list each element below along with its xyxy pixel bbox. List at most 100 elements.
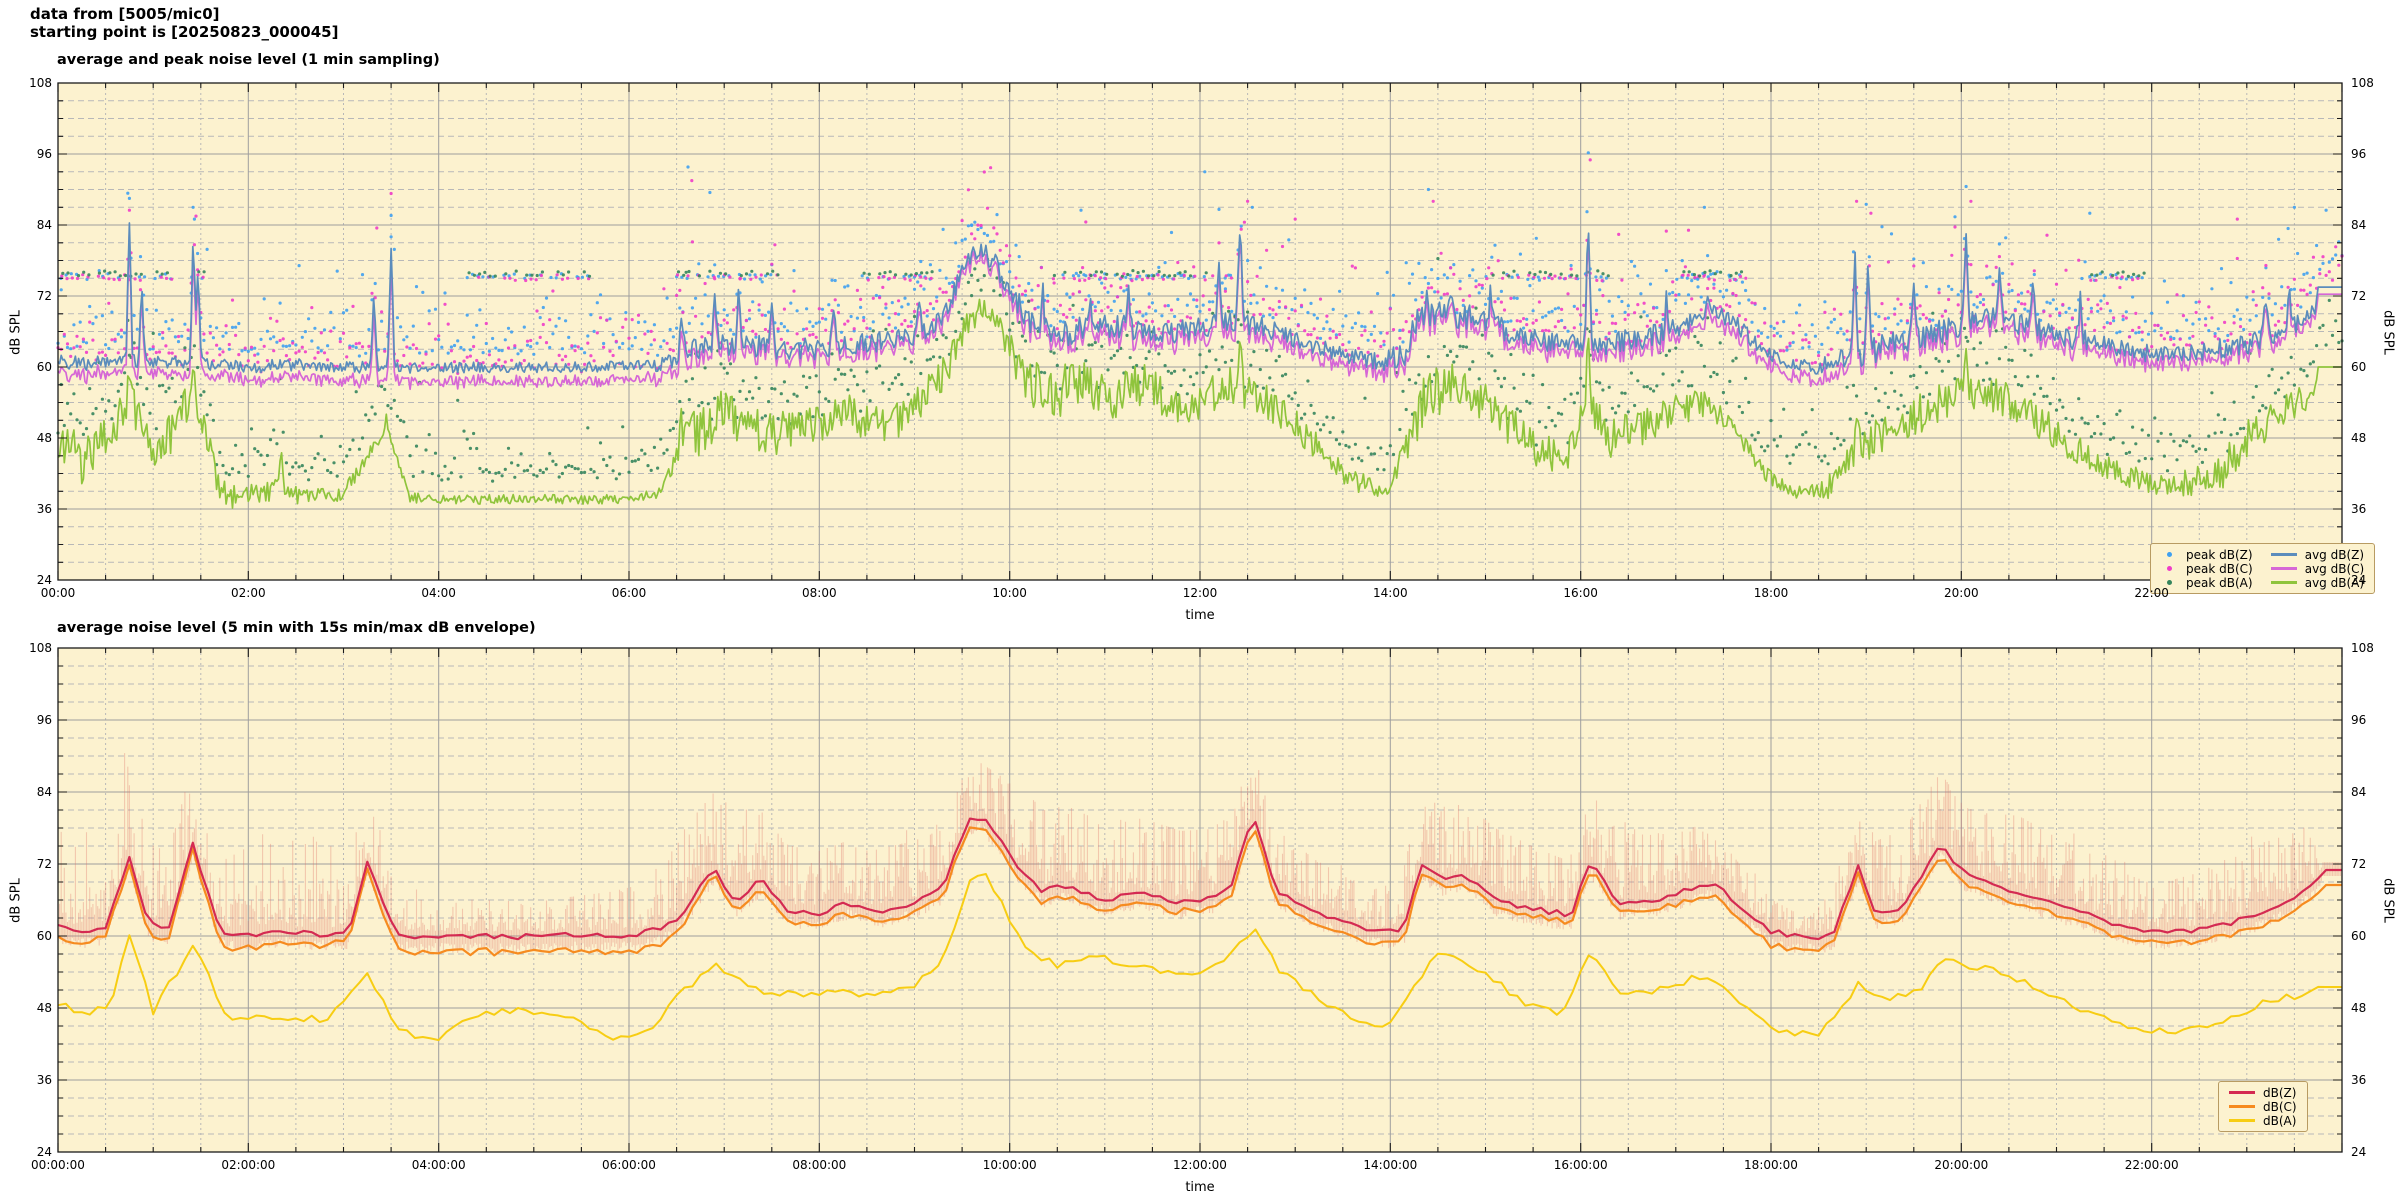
legend-label: peak dB(C) [2186,561,2253,576]
y-tick-label-left: 108 [29,641,52,655]
chart2-title: average noise level (5 min with 15s min/… [57,620,536,636]
avg-dba-line [57,298,2342,509]
x-tick-label: 12:00:00 [1173,1158,1227,1172]
chart1-title: average and peak noise level (1 min samp… [57,52,440,68]
y-tick-label-right: 36 [2351,1073,2367,1087]
legend-label: dB(A) [2263,1113,2297,1128]
chart1-x-axis-label: time [1185,608,1215,623]
x-tick-label: 04:00:00 [411,1158,466,1172]
y-tick-label-right: 24 [2351,573,2367,587]
legend-line-swatch [2229,1119,2255,1122]
x-tick-label: 00:00:00 [31,1158,85,1172]
y-tick-label-left: 60 [36,360,52,374]
x-tick-label: 06:00:00 [602,1158,656,1172]
y-tick-label-left: 84 [36,785,52,799]
y-tick-label-left: 36 [36,502,52,516]
legend-label: avg dB(C) [2304,561,2365,576]
legend-item: dB(Z) [2229,1085,2297,1100]
y-tick-label-right: 48 [2351,431,2367,445]
chart2-x-axis-label: time [1185,1180,1215,1195]
x-tick-label: 08:00:00 [792,1158,847,1172]
y-tick-label-right: 72 [2351,289,2367,303]
y-tick-label-right: 108 [2351,641,2374,655]
x-tick-label: 06:00 [611,586,647,600]
x-tick-label: 14:00 [1373,586,1408,600]
legend-label: dB(C) [2263,1099,2297,1114]
x-tick-label: 14:00:00 [1363,1158,1418,1172]
y-tick-label-left: 72 [36,857,52,871]
y-tick-label-right: 48 [2351,1001,2367,1015]
y-tick-label-right: 84 [2351,785,2367,799]
legend-line-swatch [2270,567,2297,570]
y-tick-label-left: 36 [36,1073,52,1087]
y-tick-label-left: 48 [36,1001,52,1015]
x-tick-label: 22:00 [2134,586,2169,600]
chart1-legend: peak dB(Z) peak dB(C) peak dB(A) avg dB(Z) a… [2150,543,2376,594]
y-tick-label-right: 72 [2351,857,2367,871]
peak-dba-band [61,269,2146,278]
y-tick-label-left: 60 [36,929,52,943]
avg-dbz-line [57,222,2342,375]
x-tick-label: 10:00 [992,586,1027,600]
legend-label: dB(Z) [2263,1085,2297,1100]
y-tick-label-right: 60 [2351,360,2367,374]
y-tick-label-left: 84 [36,218,52,232]
chart2-legend: dB(Z) dB(C) dB(A) [2218,1081,2308,1132]
y-tick-label-left: 96 [36,713,52,727]
legend-point-swatch [2167,580,2172,585]
x-tick-label: 00:00 [40,586,76,600]
y-tick-label-right: 60 [2351,929,2367,943]
legend-label: peak dB(A) [2186,575,2253,590]
peak-outliers [127,270,1968,357]
legend-point-swatch [2167,552,2172,557]
legend-item: peak dB(A) [2161,575,2253,590]
y-tick-label-left: 48 [36,431,52,445]
legend-item: avg dB(C) [2270,561,2365,576]
legend-item: avg dB(A) [2270,575,2365,590]
y-tick-label-left: 96 [36,147,52,161]
legend-label: avg dB(Z) [2304,547,2365,562]
x-tick-label: 02:00:00 [221,1158,276,1172]
legend-point-swatch [2167,566,2172,571]
y-tick-label-right: 24 [2351,1145,2367,1159]
x-tick-label: 08:00 [802,586,837,600]
x-tick-label: 20:00:00 [1934,1158,1989,1172]
dba-line [57,873,2342,1042]
x-tick-label: 20:00 [1944,586,1979,600]
x-tick-label: 12:00 [1182,586,1218,600]
legend-item: dB(C) [2229,1099,2297,1114]
legend-label: avg dB(A) [2304,575,2365,590]
x-tick-label: 16:00 [1563,586,1598,600]
dbz-line [57,817,2342,941]
y-tick-label-right: 84 [2351,218,2367,232]
peak-outliers [127,158,2239,230]
dbc-line [57,826,2342,957]
y-tick-label-left: 108 [29,76,52,90]
x-tick-label: 22:00:00 [2124,1158,2179,1172]
legend-item: peak dB(C) [2161,561,2253,576]
x-tick-label: 18:00:00 [1744,1158,1798,1172]
legend-label: peak dB(Z) [2186,547,2253,562]
legend-item: dB(A) [2229,1113,2297,1128]
x-tick-label: 02:00 [231,586,266,600]
x-tick-label: 04:00 [421,586,456,600]
y-tick-label-left: 72 [36,289,52,303]
y-tick-label-right: 36 [2351,502,2367,516]
legend-line-swatch [2270,553,2297,556]
y-tick-label-left: 24 [36,1145,52,1159]
legend-line-swatch [2229,1105,2255,1108]
y-tick-label-right: 108 [2351,76,2374,90]
legend-line-swatch [2270,581,2297,584]
header-line-2: starting point is [20250823_000045] [30,23,339,41]
header-line-1: data from [5005/mic0] [30,5,220,23]
x-tick-label: 16:00:00 [1553,1158,1608,1172]
x-tick-label: 10:00:00 [982,1158,1037,1172]
y-tick-label-right: 96 [2351,713,2367,727]
x-tick-label: 18:00 [1753,586,1789,600]
legend-line-swatch [2229,1091,2255,1094]
legend-item: peak dB(Z) [2161,547,2253,562]
peak-outliers [127,151,2297,239]
legend-item: avg dB(Z) [2270,547,2365,562]
y-tick-label-right: 96 [2351,147,2367,161]
